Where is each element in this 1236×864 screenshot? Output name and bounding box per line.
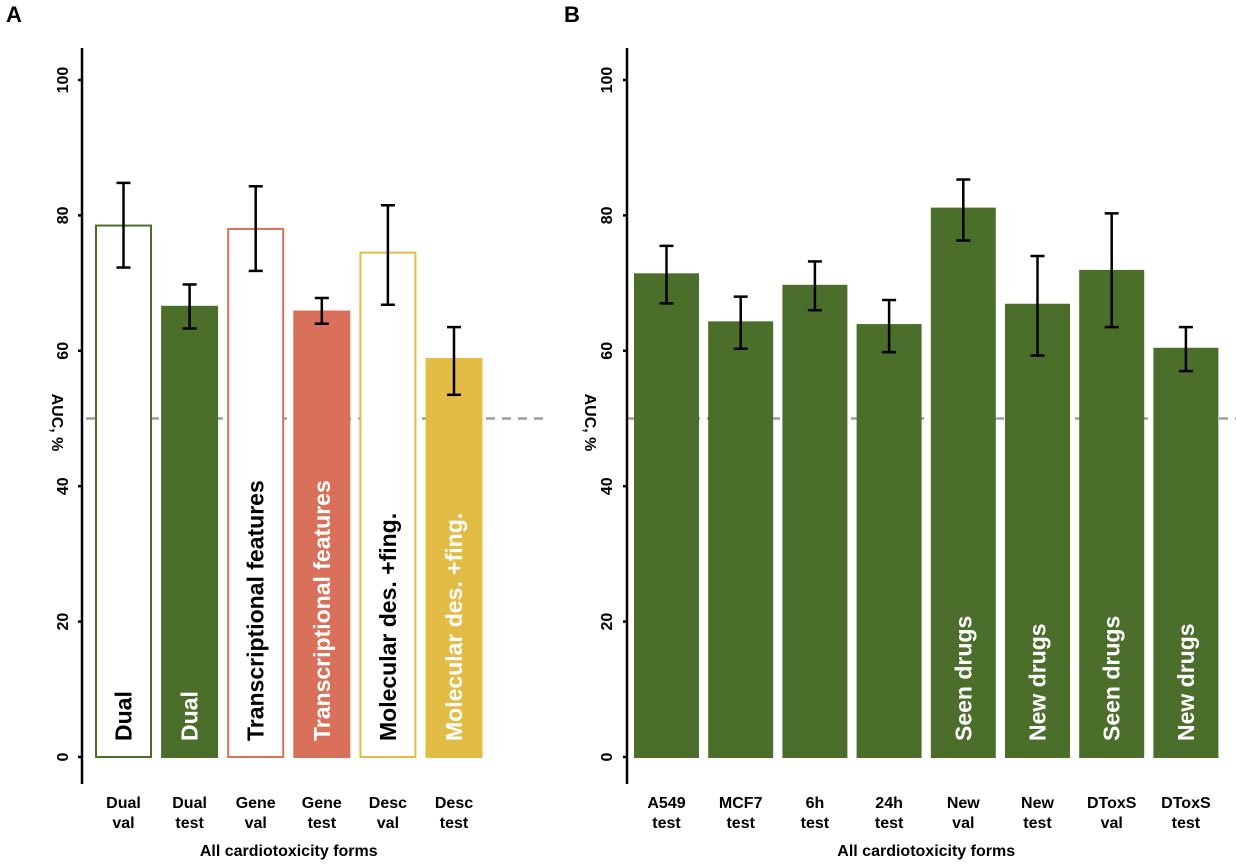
y-axis-title: AUC, % <box>581 394 598 452</box>
y-tick-label: 40 <box>55 477 72 495</box>
y-tick-label: 60 <box>55 342 72 360</box>
bar <box>856 324 922 758</box>
bar <box>634 273 699 758</box>
category-label: 6h test <box>801 795 830 832</box>
y-tick-label: 20 <box>55 613 72 631</box>
category-label: Desc val <box>369 795 407 832</box>
bar <box>782 284 848 758</box>
bar <box>227 227 285 758</box>
category-label: Desc test <box>435 795 473 832</box>
category-label: MCF7 test <box>719 795 763 832</box>
bar <box>1005 303 1070 758</box>
category-label: Gene test <box>302 795 342 832</box>
bar-label: Seen drugs <box>950 616 976 741</box>
category-label: Dual test <box>172 795 207 832</box>
y-axis-title: AUC, % <box>48 394 65 452</box>
bar-label: Dual <box>111 691 137 741</box>
category-label: DToxS val <box>1087 795 1137 832</box>
panel-label-a: A <box>6 2 22 27</box>
bar <box>293 310 351 758</box>
category-label: Gene val <box>236 795 276 832</box>
category-label: New test <box>1021 795 1054 832</box>
bar <box>708 321 774 758</box>
bar <box>425 357 483 758</box>
category-label: DToxS test <box>1161 795 1211 832</box>
bar-label: New drugs <box>1025 623 1051 741</box>
category-label: 24h test <box>875 795 904 832</box>
bar <box>161 305 219 758</box>
bar-label: New drugs <box>1173 623 1199 741</box>
y-tick-label: 0 <box>55 752 72 761</box>
y-tick-label: 80 <box>599 206 616 224</box>
category-label: A549 test <box>647 795 685 832</box>
category-label: New val <box>947 795 980 832</box>
bar-label: Dual <box>177 691 203 741</box>
bar-label: Seen drugs <box>1099 616 1125 741</box>
bar <box>1153 347 1219 758</box>
bar <box>1079 269 1145 758</box>
y-tick-label: 100 <box>599 67 616 94</box>
chart-panel-a: Dual Dual val Dual Dual test Transcriptional f… <box>48 48 548 860</box>
bar-label: Transcriptional features <box>243 480 269 741</box>
y-tick-label: 60 <box>599 342 616 360</box>
bar-label: Molecular des. +fing. <box>375 513 401 741</box>
x-axis-title: All cardiotoxicity forms <box>837 843 1015 860</box>
bar-label: Transcriptional features <box>309 480 335 741</box>
bar <box>95 224 152 758</box>
panel-label-b: B <box>564 2 580 27</box>
chart-panel-b: A549 test MCF7 test 6h test 24h test Seen drugs N… <box>581 48 1236 860</box>
bar <box>930 207 996 758</box>
bar-label: Molecular des. +fing. <box>441 513 467 741</box>
category-label: Dual val <box>106 795 141 832</box>
y-tick-label: 20 <box>599 613 616 631</box>
y-tick-label: 40 <box>599 477 616 495</box>
bar <box>359 251 417 758</box>
y-tick-label: 80 <box>55 206 72 224</box>
y-tick-label: 0 <box>599 752 616 761</box>
x-axis-title: All cardiotoxicity forms <box>200 843 378 860</box>
y-tick-label: 100 <box>55 67 72 94</box>
